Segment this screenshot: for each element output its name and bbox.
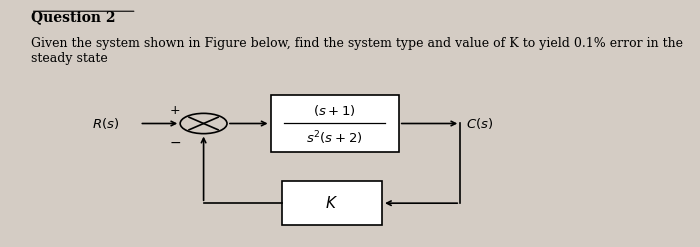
FancyBboxPatch shape [270, 95, 399, 152]
Text: $s^2(s+2)$: $s^2(s+2)$ [307, 129, 363, 147]
Text: $C(s)$: $C(s)$ [466, 116, 493, 131]
Text: $(s+1)$: $(s+1)$ [314, 103, 356, 118]
Text: $R(s)$: $R(s)$ [92, 116, 119, 131]
Text: Question 2: Question 2 [31, 10, 116, 24]
Text: +: + [169, 104, 180, 117]
Text: $K$: $K$ [326, 195, 338, 211]
Text: −: − [170, 136, 181, 150]
Text: Given the system shown in Figure below, find the system type and value of K to y: Given the system shown in Figure below, … [31, 37, 682, 64]
FancyBboxPatch shape [281, 182, 382, 225]
